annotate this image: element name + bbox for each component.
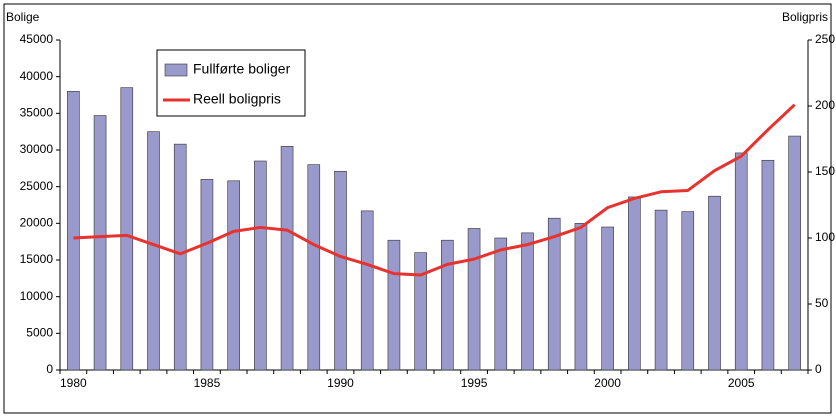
y2-tick-label: 250 bbox=[815, 32, 835, 46]
bar bbox=[681, 211, 695, 371]
bar bbox=[414, 252, 427, 371]
bar bbox=[788, 135, 801, 371]
y2-tick-label: 200 bbox=[815, 98, 835, 112]
bar bbox=[147, 131, 160, 371]
y2-tick-label: 50 bbox=[815, 296, 829, 310]
x-tick-label: 1985 bbox=[194, 376, 221, 390]
chart-frame bbox=[3, 3, 832, 414]
bar bbox=[574, 223, 588, 371]
x-tick-label: 1995 bbox=[461, 376, 488, 390]
x-tick-label: 1980 bbox=[60, 376, 87, 390]
bar bbox=[734, 152, 748, 371]
y-tick-label: 5000 bbox=[26, 326, 53, 340]
legend-label: Fullførte boliger bbox=[193, 61, 291, 77]
y-tick-label: 20000 bbox=[20, 216, 54, 230]
bar bbox=[601, 226, 614, 371]
y-tick-label: 10000 bbox=[20, 289, 54, 303]
y-tick-label: 0 bbox=[46, 362, 53, 376]
x-tick-label: 1990 bbox=[327, 376, 354, 390]
y-tick-label: 30000 bbox=[20, 142, 54, 156]
bar bbox=[307, 164, 321, 371]
bar bbox=[494, 237, 508, 371]
bar bbox=[254, 160, 267, 371]
bar bbox=[441, 239, 454, 371]
x-tick-label: 2000 bbox=[594, 376, 621, 390]
bar bbox=[93, 115, 107, 371]
legend-label: Reell boligpris bbox=[193, 91, 281, 107]
y-tick-label: 15000 bbox=[20, 252, 54, 266]
y-tick-label: 25000 bbox=[20, 179, 54, 193]
bar bbox=[761, 159, 775, 371]
y-axis-label: Bolige bbox=[6, 10, 40, 24]
bar bbox=[120, 87, 134, 371]
bar bbox=[521, 232, 534, 371]
bar bbox=[654, 209, 668, 371]
x-tick-label: 2005 bbox=[728, 376, 755, 390]
bar bbox=[227, 180, 240, 371]
bar bbox=[387, 239, 401, 371]
legend-swatch bbox=[164, 63, 188, 77]
bar bbox=[547, 217, 561, 371]
bar bbox=[67, 91, 80, 371]
legend-box bbox=[156, 49, 306, 117]
bar bbox=[708, 195, 721, 371]
y-tick-label: 45000 bbox=[20, 32, 54, 46]
line bbox=[73, 103, 796, 277]
bar bbox=[467, 228, 481, 371]
y2-tick-label: 0 bbox=[815, 362, 822, 376]
bar bbox=[173, 143, 187, 371]
y2-axis-label: Boligpris bbox=[782, 10, 828, 24]
bar bbox=[628, 196, 641, 371]
y-tick-label: 40000 bbox=[20, 69, 54, 83]
y-tick-label: 35000 bbox=[20, 106, 54, 120]
bar bbox=[360, 210, 374, 371]
bar bbox=[200, 179, 214, 371]
y2-tick-label: 150 bbox=[815, 164, 835, 178]
bar bbox=[334, 170, 347, 371]
y2-tick-label: 100 bbox=[815, 230, 835, 244]
bar bbox=[280, 146, 294, 371]
